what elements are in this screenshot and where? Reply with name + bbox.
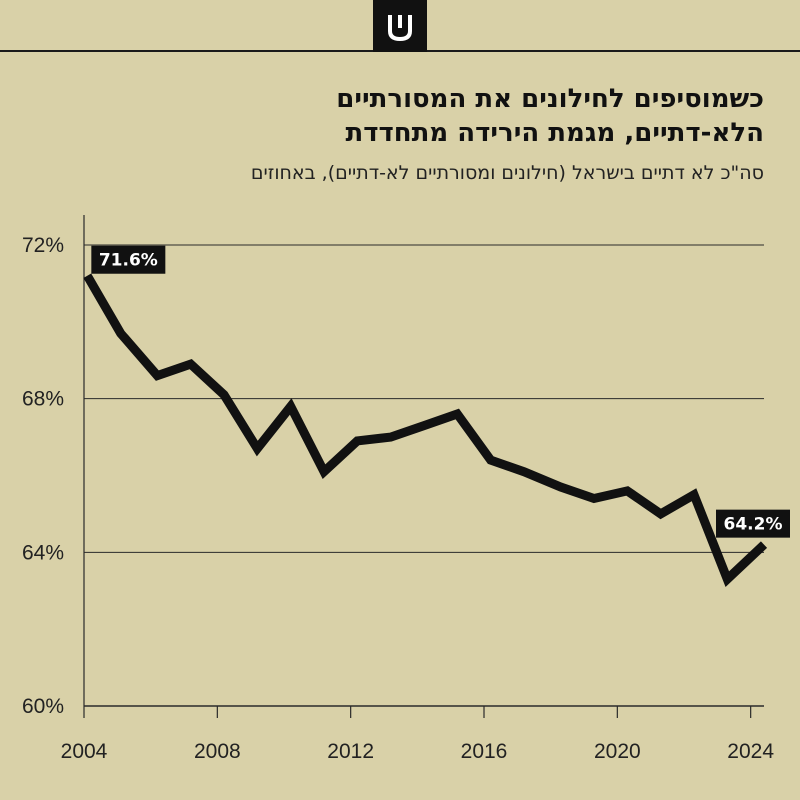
- value-callout-label: 64.2%: [724, 515, 783, 535]
- y-tick-label: 60%: [22, 695, 64, 718]
- x-tick-label: 2024: [727, 740, 774, 763]
- publication-logo-icon[interactable]: [373, 0, 427, 52]
- value-callout-box: [716, 509, 790, 538]
- x-tick-label: 2016: [461, 740, 508, 763]
- chart-title-line-2: הלא-דתיים, מגמת הירידה מתחדדת: [345, 118, 764, 148]
- chart-title: כשמוסיפים לחילונים את המסורתיים הלא-דתיי…: [44, 82, 764, 150]
- x-tick-label: 2020: [594, 740, 641, 763]
- value-callout-label: 71.6%: [99, 251, 158, 271]
- y-tick-label: 64%: [22, 541, 64, 564]
- x-tick-label: 2008: [194, 740, 241, 763]
- chart-subtitle: סה"כ לא דתיים בישראל (חילונים ומסורתיים …: [250, 162, 764, 184]
- value-callout-box: [91, 245, 166, 274]
- y-tick-label: 72%: [22, 234, 64, 257]
- chart-title-line-1: כשמוסיפים לחילונים את המסורתיים: [336, 84, 764, 114]
- series-line: [83, 273, 768, 588]
- x-tick-label: 2012: [327, 740, 374, 763]
- x-tick-label: 2004: [61, 740, 108, 763]
- y-tick-label: 68%: [22, 388, 64, 411]
